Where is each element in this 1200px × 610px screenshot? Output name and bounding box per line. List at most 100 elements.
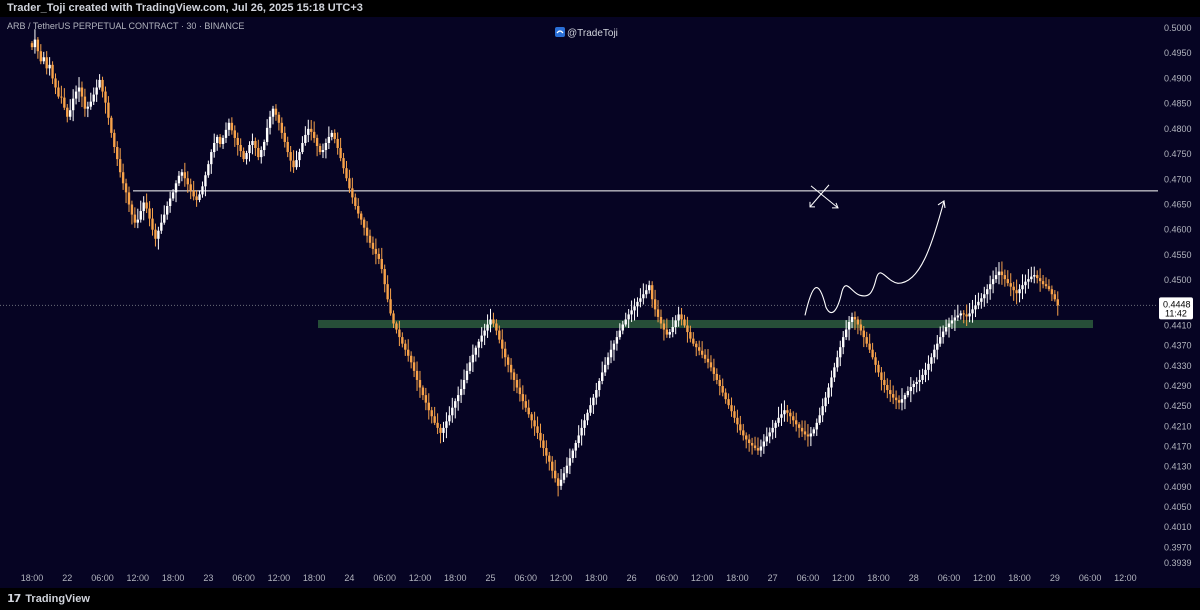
candle-body [456,395,460,402]
price-tick-label: 0.4370 [1164,341,1192,351]
chart-area[interactable]: 0.5000 0.4950 0.4900 0.4850 0.4800 0.4750 0.47… [0,17,1200,588]
current-price-badge [1159,297,1193,320]
candle-body [148,208,151,219]
candle [662,319,666,341]
time-tick-label: 12:00 [127,573,150,583]
candle [606,352,610,370]
candle-body [63,97,66,108]
price-tick-label: 0.4600 [1164,225,1192,235]
candle-body [739,424,742,431]
candle [786,404,789,422]
candle [1038,268,1042,292]
candle [962,310,965,324]
candle-body [686,325,689,333]
candle-body [950,320,954,324]
candle [1015,279,1018,305]
candle [160,214,163,234]
candle [404,339,407,356]
candle-body [533,420,536,427]
candle [592,393,595,414]
candle-body [107,102,110,118]
candle [389,288,392,316]
candle-body [897,400,901,403]
candle-body [665,329,669,335]
candle-body [627,314,630,320]
candle-body [324,142,328,151]
candle [1056,291,1059,316]
candle-body [348,178,351,189]
candle [45,51,48,75]
candle [868,333,871,354]
candle [459,379,463,403]
candle [633,298,636,321]
candle [709,355,713,372]
candle-body [715,373,719,380]
time-tick-label: 25 [486,573,496,583]
candle [254,137,257,156]
candle-body [962,313,965,315]
candle [407,339,410,362]
candle-body [947,323,951,328]
candle-body [415,370,419,380]
candle [642,283,645,305]
candle [1012,281,1015,301]
candle-body [877,364,880,373]
candle [262,139,266,157]
candle-body [621,324,624,331]
candle-body [965,314,968,317]
candle-body [900,399,904,403]
price-tick-label: 0.5000 [1164,23,1192,33]
candle [251,133,254,155]
candle-body [983,294,986,299]
candle-body [89,101,92,107]
time-tick-label: 06:00 [515,573,538,583]
candle-body [139,211,142,220]
candle-body [186,178,189,185]
tradingview-logo[interactable]: 17 TradingView [7,592,90,605]
candle [292,150,295,173]
candle [69,99,72,121]
candle [421,385,425,401]
candle-body [80,87,84,97]
candle-body [639,298,642,302]
time-tick-label: 18:00 [867,573,890,583]
candle [83,88,87,117]
price-chart[interactable]: 0.5000 0.4950 0.4900 0.4850 0.4800 0.4750 0.47… [0,17,1200,588]
candle [456,386,460,411]
candle [509,358,513,380]
candle-body [327,136,331,143]
time-tick-label: 18:00 [303,573,326,583]
candle-body [42,57,45,62]
candle-body [171,192,175,199]
candle [794,412,798,432]
candle [686,316,689,343]
candle [501,329,504,359]
candle-body [48,64,51,69]
candle-body [574,442,577,451]
candle-body [204,175,207,187]
candle [524,394,527,412]
candle [357,198,360,219]
candle [327,126,331,150]
candle [221,135,225,149]
candle [724,388,727,404]
projected-path-arrowhead [937,200,946,209]
candle [683,314,686,328]
candle-body [721,386,724,393]
candle [277,111,281,131]
candle [180,169,184,182]
candle [692,332,695,347]
candle [924,362,927,383]
candle [104,86,107,114]
candle [612,340,616,361]
price-tick-label: 0.4650 [1164,199,1192,209]
candle-body [83,96,87,109]
candle-body [518,387,522,395]
candle [921,368,924,385]
candle [598,378,601,397]
candle [318,143,322,155]
candle-body [653,299,657,310]
candle [883,371,886,393]
candle [971,299,974,323]
candle-body [994,275,998,280]
